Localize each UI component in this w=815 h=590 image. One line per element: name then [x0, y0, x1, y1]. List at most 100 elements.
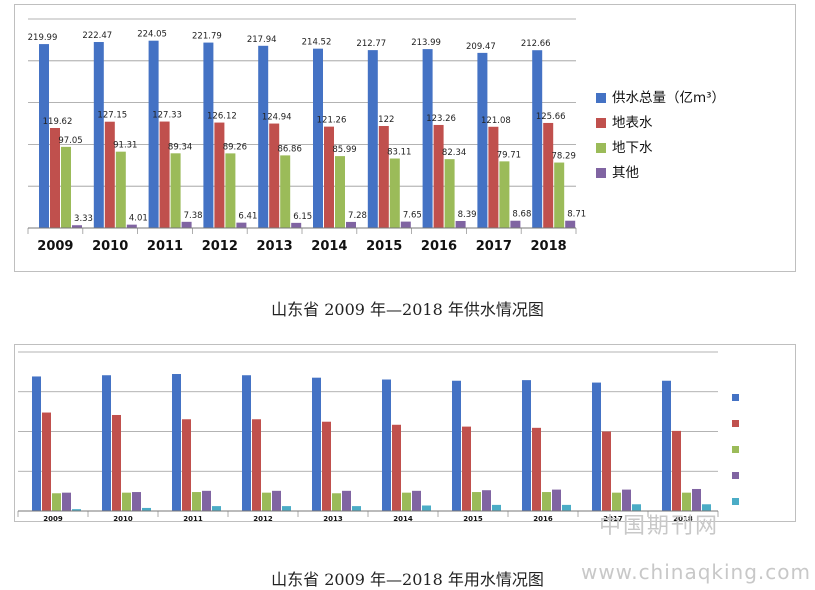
- chart-frame: [14, 344, 796, 522]
- bar: [72, 225, 82, 228]
- bar: [682, 492, 691, 511]
- bar: [602, 431, 611, 511]
- bar: [332, 493, 341, 511]
- data-label: 6.41: [238, 212, 257, 222]
- bar: [262, 492, 271, 511]
- tick-label: 2015: [366, 239, 402, 254]
- data-label: 89.26: [223, 142, 247, 152]
- data-label: 123.26: [426, 114, 456, 124]
- data-label: 126.12: [207, 112, 237, 122]
- legend-label: 地表水: [612, 115, 653, 131]
- data-label: 8.68: [512, 210, 531, 220]
- data-label: 6.15: [293, 212, 312, 222]
- tick-label: 2011: [147, 239, 183, 254]
- bar: [702, 504, 711, 511]
- bar: [542, 492, 551, 511]
- data-label: 221.79: [192, 32, 222, 42]
- data-label: 212.77: [356, 39, 386, 49]
- tick-label: 2014: [393, 515, 413, 522]
- bar: [400, 221, 411, 228]
- data-label: 121.08: [481, 116, 511, 126]
- bar: [532, 427, 541, 511]
- bar: [482, 490, 491, 511]
- bar: [203, 42, 214, 229]
- data-label: 8.71: [567, 210, 586, 220]
- bar: [192, 492, 201, 511]
- tick-label: 2017: [476, 239, 512, 254]
- data-label: 79.71: [497, 150, 521, 160]
- data-label: 7.65: [403, 211, 422, 221]
- bar: [50, 127, 60, 228]
- bar: [52, 493, 61, 511]
- tick-label: 2016: [533, 515, 553, 522]
- bar: [32, 376, 41, 511]
- bar: [112, 414, 121, 511]
- data-label: 222.47: [82, 31, 112, 41]
- data-label: 83.11: [387, 148, 411, 158]
- tick-label: 2015: [463, 515, 483, 522]
- supply-chart-caption: 山东省 2009 年—2018 年供水情况图: [271, 300, 544, 319]
- data-label: 82.34: [442, 148, 466, 158]
- data-label: 7.38: [184, 211, 203, 221]
- data-label: 209.47: [466, 42, 496, 52]
- bar: [272, 490, 281, 511]
- data-label: 97.05: [58, 136, 82, 146]
- data-label: 212.66: [521, 39, 551, 49]
- tick-label: 2010: [113, 515, 133, 522]
- bar: [148, 40, 159, 228]
- bar: [62, 492, 71, 511]
- bar: [452, 380, 461, 511]
- data-label: 127.33: [152, 111, 182, 121]
- bar: [322, 421, 331, 511]
- bar: [42, 412, 51, 511]
- bar: [102, 375, 111, 511]
- bar: [202, 490, 211, 511]
- bar: [182, 419, 191, 511]
- data-label: 85.99: [332, 145, 356, 155]
- tick-label: 2014: [311, 239, 347, 254]
- bar: [554, 162, 565, 228]
- bar: [335, 156, 345, 228]
- bar: [61, 146, 71, 228]
- data-label: 217.94: [247, 35, 277, 45]
- watermark-cn: 中国期刊网: [598, 514, 719, 539]
- legend-label: 地下水: [612, 140, 653, 156]
- bar: [532, 50, 543, 228]
- bar: [367, 50, 378, 228]
- bar: [122, 492, 131, 511]
- bar: [252, 419, 261, 511]
- data-label: 7.28: [348, 211, 367, 221]
- data-label: 78.29: [552, 152, 576, 162]
- tick-label: 2009: [37, 239, 73, 254]
- bar: [172, 374, 181, 511]
- bar: [39, 44, 49, 228]
- data-label: 127.15: [97, 111, 127, 121]
- data-label: 125.66: [536, 112, 566, 122]
- tick-label: 2011: [183, 515, 203, 522]
- data-label: 86.86: [278, 144, 302, 154]
- bar: [104, 121, 115, 228]
- data-label: 4.01: [129, 214, 148, 224]
- bar: [389, 158, 400, 228]
- bar: [455, 220, 466, 228]
- data-label: 3.33: [74, 214, 93, 224]
- bar: [214, 122, 225, 228]
- data-label: 119.62: [43, 117, 73, 127]
- tick-label: 2012: [202, 239, 238, 254]
- bar: [662, 380, 671, 511]
- bar: [269, 123, 280, 228]
- bar: [692, 488, 701, 511]
- bar: [412, 490, 421, 511]
- data-label: 214.52: [302, 38, 332, 48]
- bar: [378, 126, 389, 228]
- legend-swatch: [732, 472, 739, 479]
- bar: [492, 504, 501, 511]
- bar: [126, 224, 137, 228]
- use-chart: 2009 2010 2011 2012 2013 2014 2015 2016 2017 2018: [14, 344, 796, 523]
- bar: [510, 220, 521, 228]
- bar: [622, 489, 631, 511]
- tick-label: 2018: [673, 515, 693, 522]
- legend-swatch: [596, 168, 606, 178]
- tick-label: 2009: [43, 515, 63, 522]
- data-label: 219.99: [28, 33, 58, 43]
